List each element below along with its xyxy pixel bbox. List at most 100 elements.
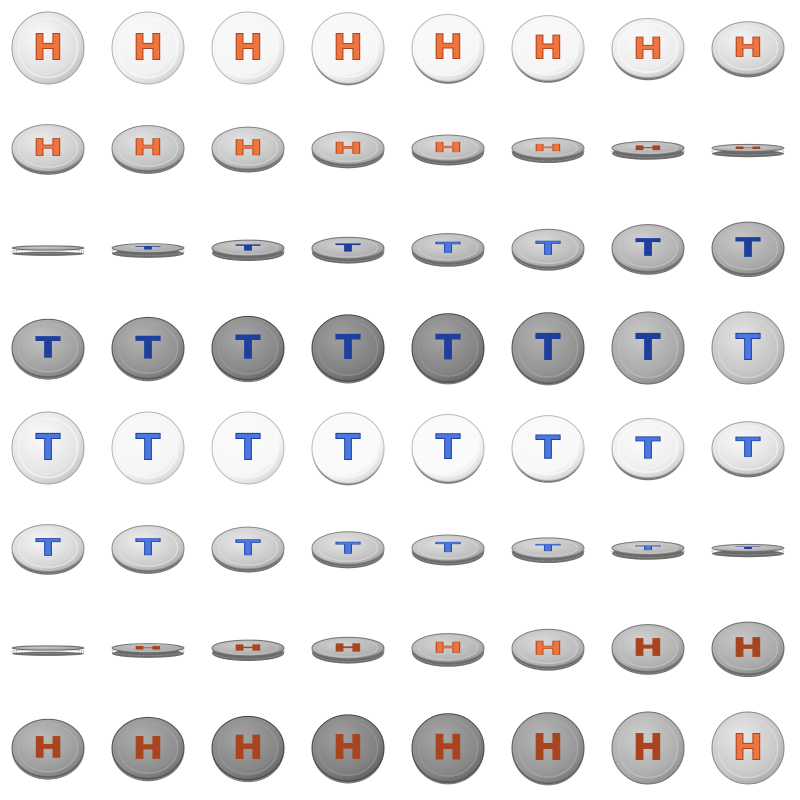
coin-inner-rim [217, 530, 279, 566]
coin-frame: H [611, 141, 685, 160]
tails-letter: T [136, 330, 161, 366]
coin-frame: T [611, 311, 685, 385]
coin-edge-ridges [611, 544, 685, 559]
heads-letter: H [633, 728, 663, 769]
coin-frame: T [111, 411, 185, 485]
coin-face [711, 221, 785, 275]
tails-letter: T [636, 328, 661, 369]
coin-inner-rim [717, 625, 779, 671]
coin-face [711, 543, 785, 553]
coin-frame: T [11, 411, 85, 485]
coin-face [411, 14, 485, 82]
coin-inner-rim [117, 243, 179, 253]
coin-frame: T [611, 224, 685, 275]
coin-edge [712, 550, 784, 558]
tails-letter: T [436, 429, 461, 468]
coin-inner-rim [417, 136, 479, 160]
coin-edge-ridges [511, 140, 585, 162]
coin-frame: H [11, 718, 85, 780]
coin-frame: H [611, 711, 685, 785]
coin-frame: H [311, 131, 385, 169]
coin-face [511, 415, 585, 481]
heads-letter: H [333, 138, 363, 157]
heads-letter: H [733, 33, 763, 63]
coin-face [111, 525, 185, 571]
coin-face [111, 125, 185, 171]
coin-inner-rim [217, 240, 279, 256]
coin-inner-rim [417, 719, 479, 777]
coin-face [11, 245, 85, 251]
coin-face [211, 11, 285, 85]
coin-inner-rim [517, 231, 579, 265]
coin-face [311, 12, 385, 84]
heads-letter: H [333, 642, 363, 655]
coin-frame: H [111, 11, 185, 85]
coin-frame: H [611, 17, 685, 81]
coin-frame: T [111, 525, 185, 574]
coin-edge-ridges [711, 147, 785, 156]
coin-face [311, 236, 385, 260]
coin-inner-rim [417, 19, 479, 77]
coin-inner-rim [17, 723, 79, 773]
coin-inner-rim [117, 17, 179, 79]
tails-letter: T [536, 237, 561, 259]
coin-face [411, 534, 485, 562]
coin-frame: T [11, 318, 85, 380]
coin-inner-rim [317, 533, 379, 563]
coin-face [711, 21, 785, 75]
coin-edge-ridges [411, 137, 485, 165]
coin-frame: T [311, 412, 385, 486]
coin-face [11, 524, 85, 572]
heads-letter: H [133, 28, 163, 69]
coin-face [11, 411, 85, 485]
coin-frame: T [711, 311, 785, 385]
coin-frame: T [211, 411, 285, 485]
coin-frame: T [411, 414, 485, 484]
coin-frame: T [711, 421, 785, 478]
coin-face [511, 712, 585, 784]
coin-face [711, 711, 785, 785]
coin-face [11, 124, 85, 172]
coin-inner-rim [717, 25, 779, 71]
coin-inner-rim [317, 133, 379, 163]
coin-inner-rim [617, 628, 679, 668]
coin-inner-rim [317, 238, 379, 258]
heads-letter: H [333, 28, 363, 69]
heads-letter: H [533, 728, 563, 769]
coin-inner-rim [117, 722, 179, 774]
coin-inner-rim [117, 528, 179, 568]
coin-face [11, 645, 85, 651]
tails-letter: T [636, 235, 661, 262]
coin-edge-ridges [411, 235, 485, 266]
coin-edge-ridges [611, 144, 685, 159]
coin-inner-rim [317, 320, 379, 376]
heads-letter: H [233, 136, 263, 160]
coin-face [611, 624, 685, 672]
tails-letter: T [636, 544, 661, 552]
coin-inner-rim [517, 420, 579, 476]
coin-frame: H [11, 11, 85, 85]
coin-frame: H [211, 639, 285, 662]
coin-frame: T [211, 239, 285, 262]
heads-letter: H [133, 645, 163, 650]
tails-letter: T [536, 328, 561, 369]
coin-face [511, 137, 585, 159]
coin-inner-rim [717, 317, 779, 379]
coin-frame: T [111, 243, 185, 258]
coin-face [211, 315, 285, 381]
coin-inner-rim [217, 640, 279, 656]
coin-face [311, 531, 385, 565]
coin-face [411, 313, 485, 383]
coin-face [211, 639, 285, 657]
coin-face [411, 233, 485, 263]
coin-face [211, 411, 285, 485]
coin-edge-ridges [411, 635, 485, 666]
coin-frame: H [511, 712, 585, 786]
heads-letter: H [233, 643, 263, 652]
heads-letter: H [233, 28, 263, 69]
tails-letter: T [336, 538, 361, 557]
coin-frame: T [211, 315, 285, 383]
tails-letter: T [36, 428, 61, 469]
